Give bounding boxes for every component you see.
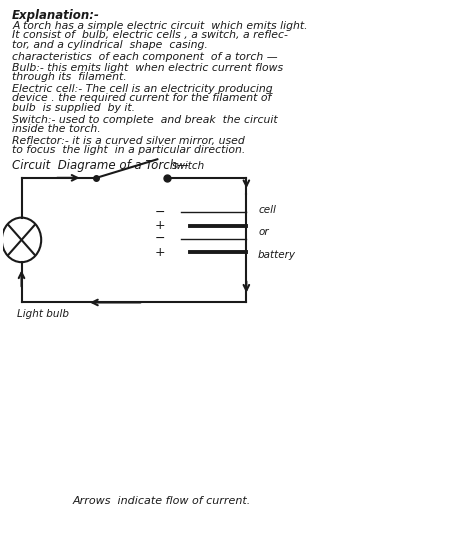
Text: −: − (155, 206, 165, 219)
Text: to focus  the light  in a particular direction.: to focus the light in a particular direc… (12, 145, 246, 155)
Text: +: + (155, 245, 165, 258)
Text: A torch has a simple electric circuit  which emits light.: A torch has a simple electric circuit wh… (12, 21, 308, 31)
Text: cell: cell (258, 205, 276, 214)
Text: through its  filament.: through its filament. (12, 72, 127, 82)
Text: Light bulb: Light bulb (17, 309, 69, 319)
Text: Reflector:- it is a curved silver mirror, used: Reflector:- it is a curved silver mirror… (12, 136, 245, 146)
Text: characteristics  of each component  of a torch —: characteristics of each component of a t… (12, 51, 278, 62)
Text: +: + (155, 219, 165, 232)
Text: or: or (258, 227, 269, 237)
Text: −: − (155, 232, 165, 245)
Text: Arrows  indicate flow of current.: Arrows indicate flow of current. (73, 496, 251, 506)
Text: Switch:- used to complete  and break  the circuit: Switch:- used to complete and break the … (12, 115, 278, 125)
Text: bulb  is supplied  by it.: bulb is supplied by it. (12, 103, 135, 113)
Text: Circuit  Diagrame of a Torch—: Circuit Diagrame of a Torch— (12, 159, 189, 172)
Text: device . the required current for the filament of: device . the required current for the fi… (12, 93, 272, 103)
Text: inside the torch.: inside the torch. (12, 124, 101, 134)
Text: It consist of  bulb, electric cells , a switch, a reflec-: It consist of bulb, electric cells , a s… (12, 31, 288, 40)
Text: battery: battery (258, 250, 296, 260)
Text: Electric cell:- The cell is an electricity producing: Electric cell:- The cell is an electrici… (12, 84, 273, 94)
Text: Explanation:-: Explanation:- (12, 9, 100, 22)
Text: switch: switch (172, 161, 205, 172)
Text: Bulb:- this emits light  when electric current flows: Bulb:- this emits light when electric cu… (12, 63, 283, 73)
Text: tor, and a cylindrical  shape  casing.: tor, and a cylindrical shape casing. (12, 40, 208, 50)
